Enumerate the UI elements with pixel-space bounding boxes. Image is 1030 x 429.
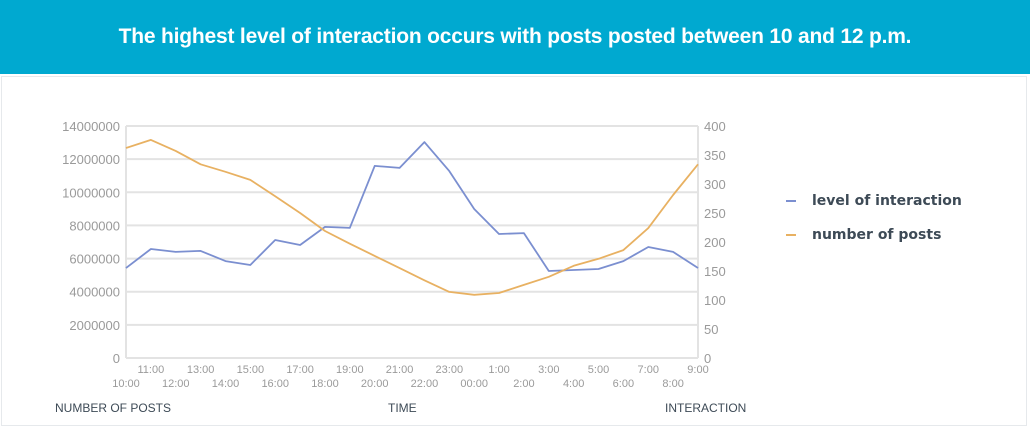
series-lines [125,138,699,296]
y-left-tick-label: 2000000 [69,318,120,333]
x-tick-label: 11:00 [138,364,165,376]
x-tick-label: 23:00 [436,364,464,376]
x-tick-label: 16:00 [261,378,289,390]
x-tick-label: 17:00 [286,364,314,376]
x-axis: 10:00 11:00 12:00 13:00 14:00 15:00 16:00 17:00… [112,364,708,390]
legend-label-interaction: level of interaction [812,193,962,209]
y-right-tick-label: 150 [704,264,726,279]
x-tick-label: 6:00 [613,378,634,390]
y-left-tick-label: 12000000 [62,152,120,167]
x-tick-label: 9:00 [687,364,708,376]
page-title: The highest level of interaction occurs … [118,25,912,48]
y-left-tick-label: 6000000 [69,252,120,267]
y-left-tick-label: 8000000 [69,218,120,233]
header-banner: The highest level of interaction occurs … [0,0,1030,74]
x-tick-label: 14:00 [212,378,240,390]
legend-label-posts: number of posts [812,227,942,243]
y-right-tick-label: 350 [704,148,726,163]
axis-label-time: TIME [388,401,417,415]
x-tick-label: 8:00 [662,378,683,390]
y-left-tick-label: 0 [113,351,120,366]
right-y-axis: 0 50 100 150 200 250 300 350 400 [704,119,726,366]
y-right-tick-label: 100 [704,293,726,308]
series-line-interaction [125,141,699,272]
left-y-axis: 0 2000000 4000000 6000000 8000000 10000000 120… [62,119,120,366]
legend-item-posts: number of posts [786,218,962,252]
legend-swatch-posts [786,234,796,236]
x-tick-label: 1:00 [488,364,509,376]
y-right-tick-label: 50 [704,322,718,337]
plot-frame [125,126,699,359]
x-tick-label: 15:00 [237,364,265,376]
x-tick-label: 3:00 [538,364,559,376]
y-right-tick-label: 0 [704,351,711,366]
y-left-tick-label: 10000000 [62,185,120,200]
x-tick-label: 20:00 [361,378,389,390]
legend-swatch-interaction [786,200,796,202]
axis-label-interaction: INTERACTION [665,401,747,415]
x-tick-label: 10:00 [112,378,140,390]
x-tick-label: 5:00 [588,364,609,376]
x-tick-label: 2:00 [513,378,534,390]
x-tick-label: 21:00 [386,364,414,376]
y-left-tick-label: 4000000 [69,285,120,300]
x-tick-label: 19:00 [336,364,364,376]
x-tick-label: 7:00 [638,364,659,376]
x-tick-label: 13:00 [187,364,215,376]
y-right-tick-label: 200 [704,235,726,250]
y-left-tick-label: 14000000 [62,119,120,134]
x-tick-label: 4:00 [563,378,584,390]
x-tick-label: 00:00 [460,378,488,390]
legend-item-interaction: level of interaction [786,184,962,218]
axis-label-number-of-posts: NUMBER OF POSTS [55,401,172,415]
legend: level of interaction number of posts [786,184,962,252]
x-tick-label: 12:00 [162,378,190,390]
y-right-tick-label: 250 [704,206,726,221]
x-tick-label: 18:00 [311,378,339,390]
x-tick-label: 22:00 [411,378,439,390]
series-line-posts [125,138,699,296]
y-right-tick-label: 300 [704,177,726,192]
y-right-tick-label: 400 [704,119,726,134]
